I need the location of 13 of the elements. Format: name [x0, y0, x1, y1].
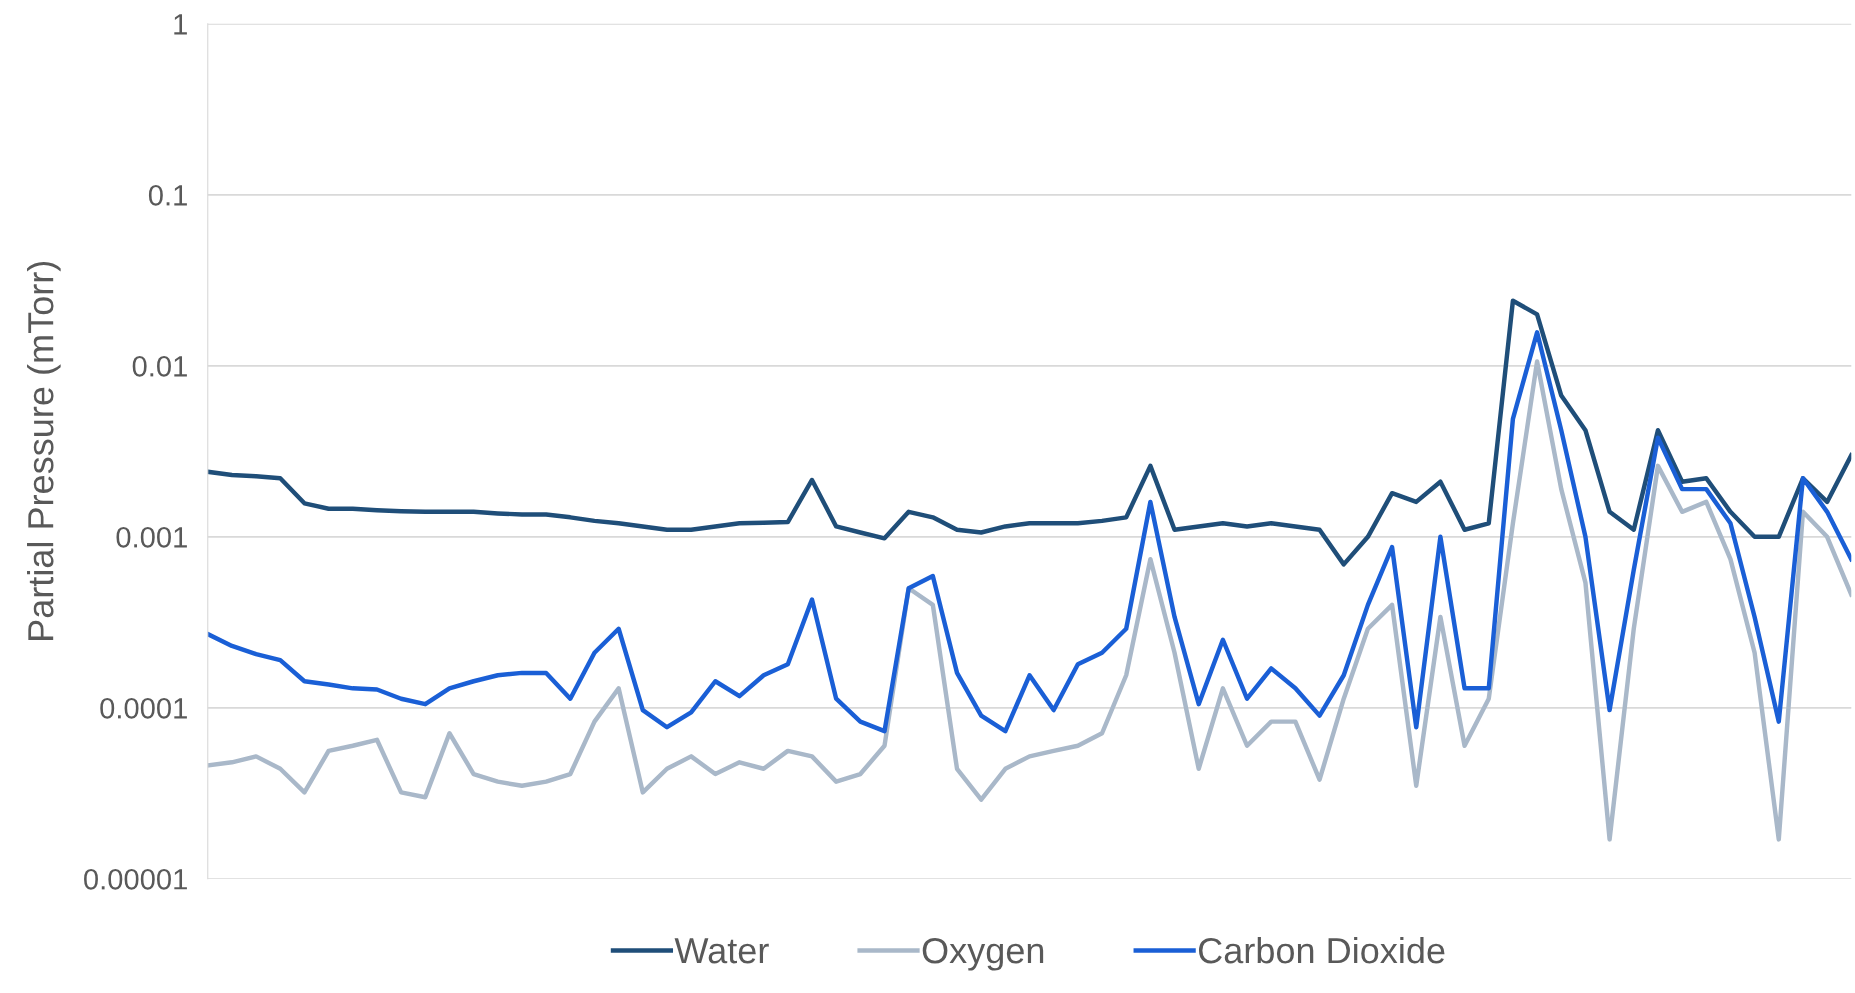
- line-series: [207, 298, 1852, 567]
- legend-label: Carbon Dioxide: [1198, 936, 1445, 964]
- y-tick-label: 1: [174, 14, 187, 35]
- y-tick-label: 0.00001: [84, 869, 187, 890]
- legend-label: Water: [674, 938, 769, 964]
- legend-label: Oxygen: [922, 937, 1044, 971]
- y-tick-label: 0.0001: [100, 698, 187, 719]
- y-tick-label: 0.01: [132, 356, 187, 377]
- y-tick-label: 0.1: [148, 185, 187, 206]
- line-series: [207, 330, 1852, 734]
- line-series: [207, 359, 1852, 842]
- y-axis-title: Partial Pressure (mTorr): [27, 261, 61, 640]
- y-tick-label: 0.001: [116, 527, 187, 548]
